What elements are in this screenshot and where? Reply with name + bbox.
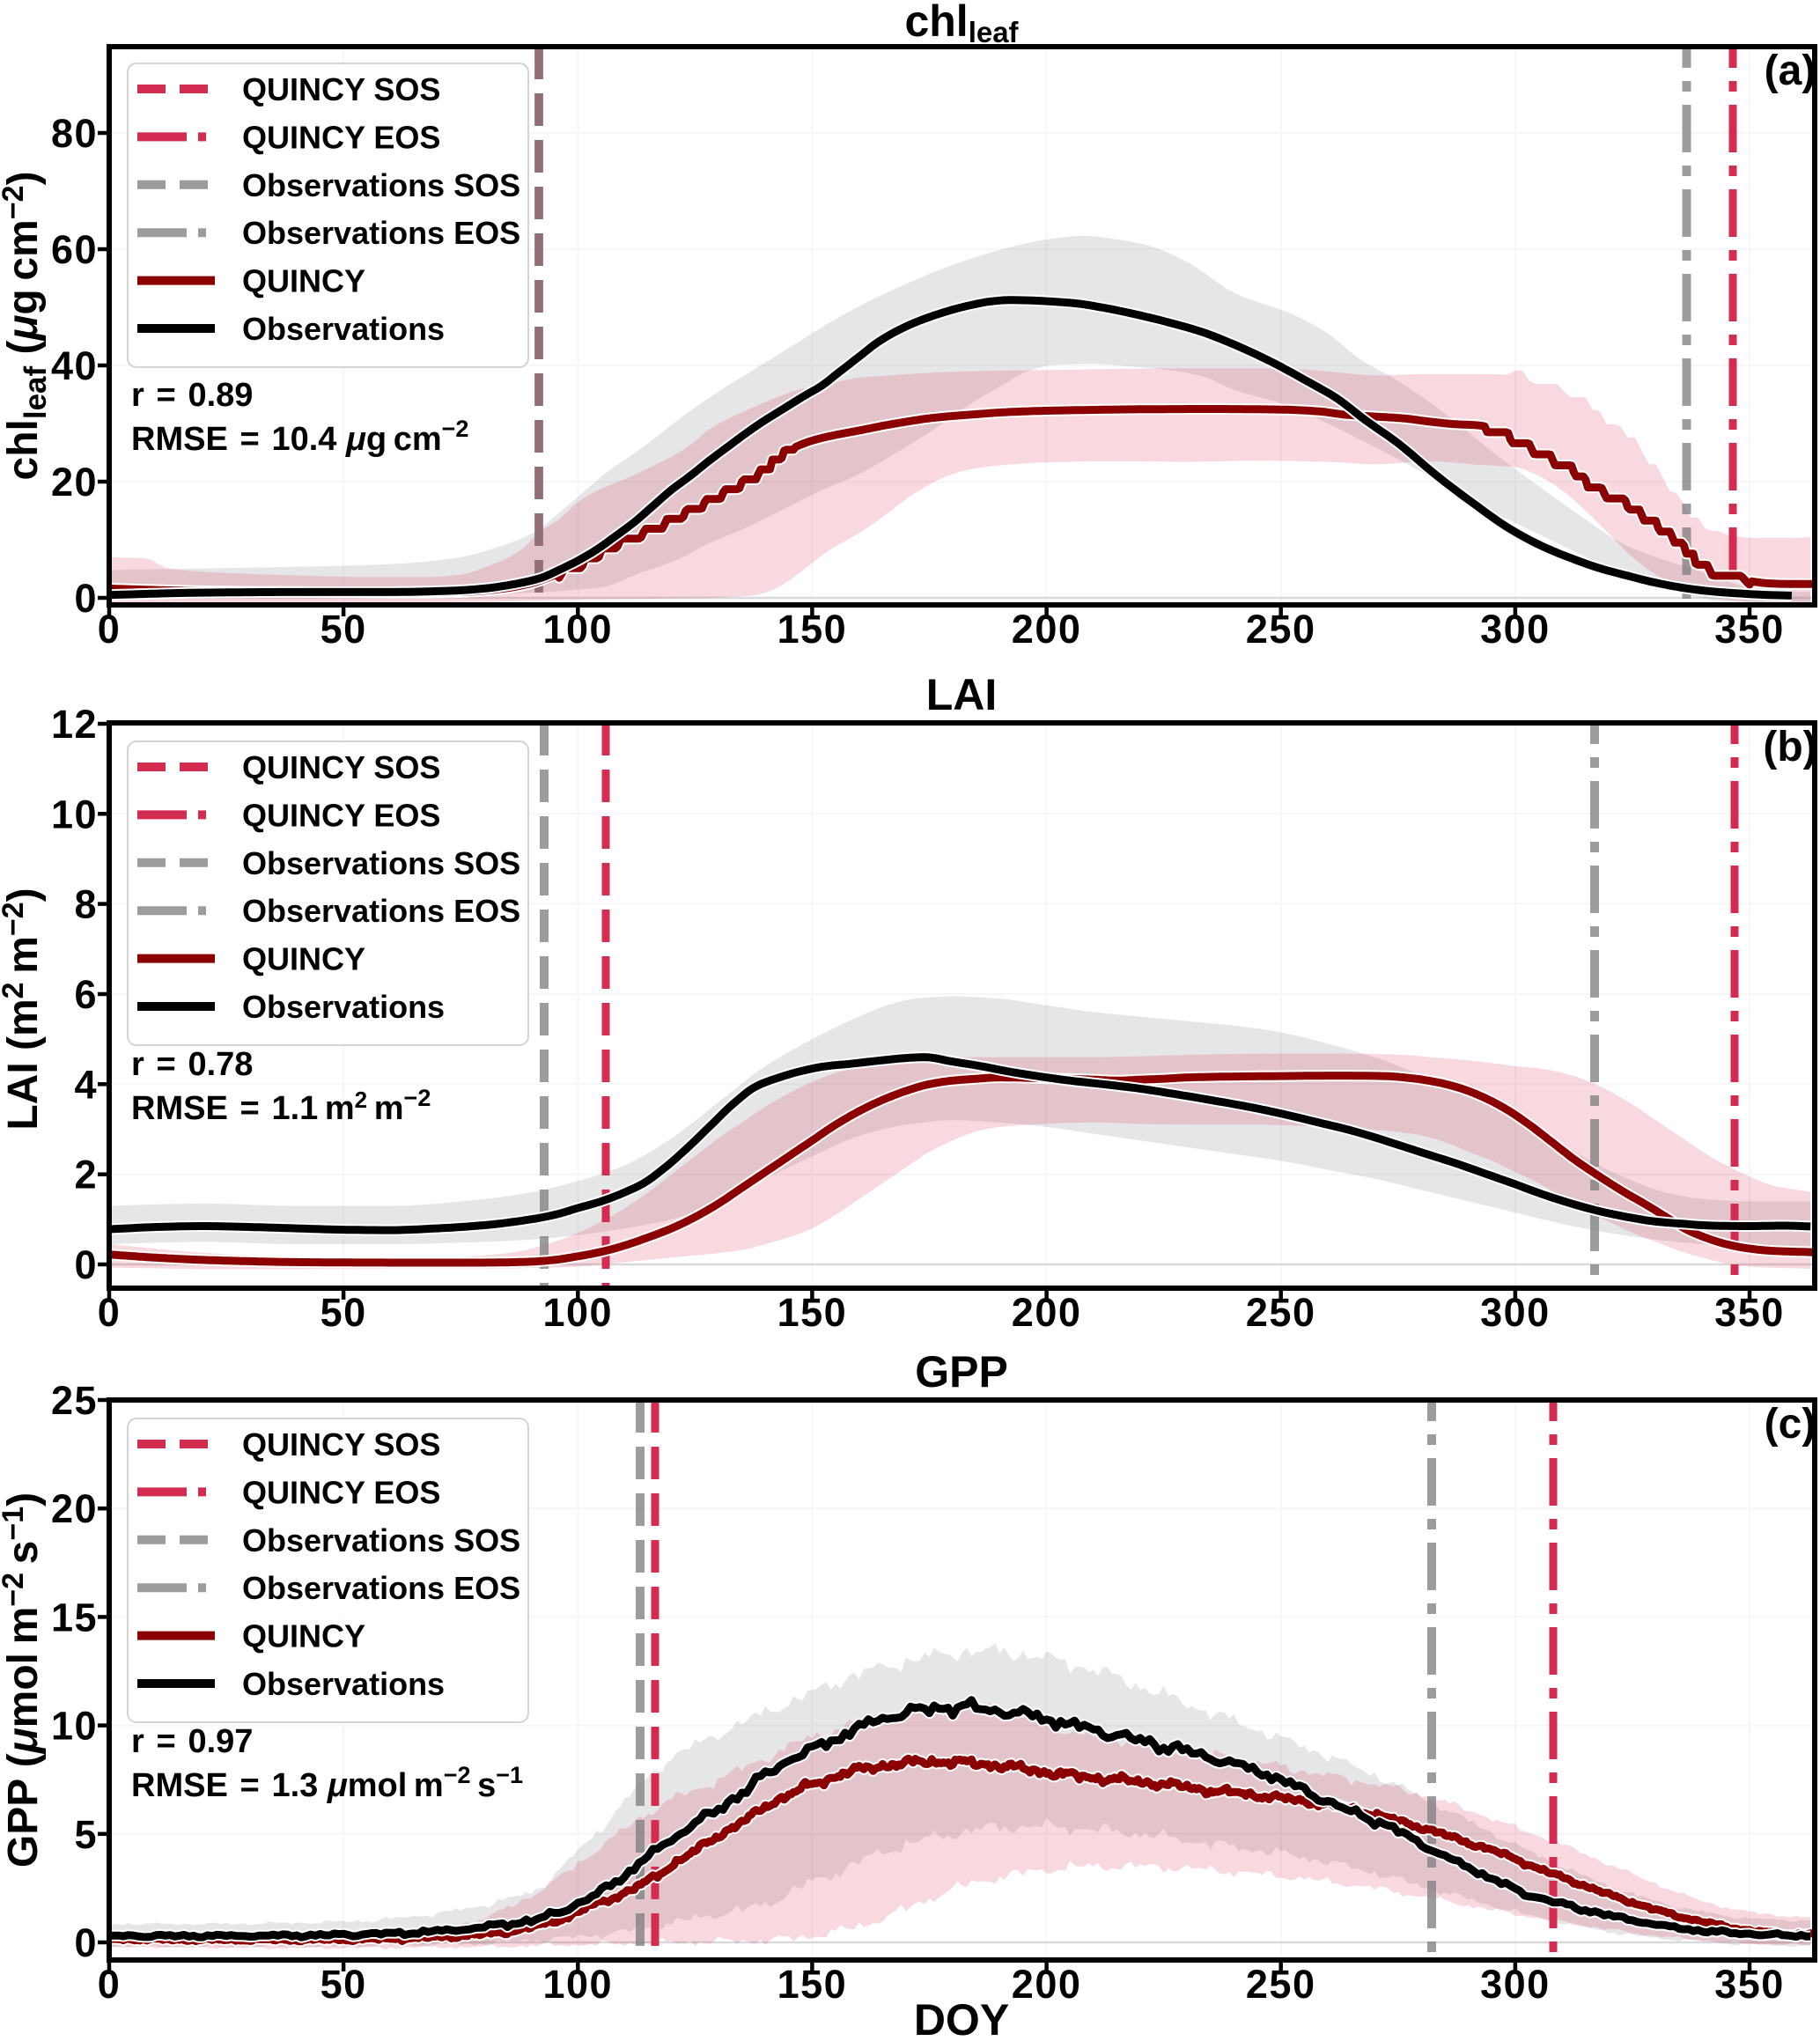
svg-text:150: 150 — [777, 1962, 848, 2007]
svg-text:20: 20 — [51, 1486, 98, 1531]
svg-text:QUINCY SOS: QUINCY SOS — [242, 1426, 440, 1463]
svg-text:100: 100 — [543, 607, 614, 652]
svg-text:GPP: GPP — [915, 1347, 1008, 1396]
svg-text:350: 350 — [1714, 1962, 1785, 2007]
svg-text:60: 60 — [51, 227, 98, 272]
svg-text:300: 300 — [1480, 1962, 1551, 2007]
svg-text:(b): (b) — [1763, 724, 1816, 770]
svg-text:Observations EOS: Observations EOS — [242, 215, 520, 251]
svg-text:Observations: Observations — [242, 311, 445, 347]
svg-text:0: 0 — [98, 607, 122, 652]
svg-text:0: 0 — [74, 576, 98, 621]
svg-text:QUINCY SOS: QUINCY SOS — [242, 71, 440, 107]
svg-text:4: 4 — [74, 1062, 98, 1107]
svg-text:Observations: Observations — [242, 989, 445, 1025]
svg-text:0: 0 — [74, 1920, 98, 1965]
svg-text:RMSE = 10.4 μg cm−2: RMSE = 10.4 μg cm−2 — [131, 416, 468, 458]
svg-text:chlleaf (μg cm−2): chlleaf (μg cm−2) — [0, 171, 53, 480]
svg-text:0: 0 — [74, 1242, 98, 1287]
svg-text:150: 150 — [777, 607, 848, 652]
svg-text:200: 200 — [1012, 607, 1082, 652]
svg-text:350: 350 — [1714, 607, 1785, 652]
svg-text:40: 40 — [51, 343, 98, 388]
svg-text:250: 250 — [1246, 607, 1316, 652]
svg-text:Observations SOS: Observations SOS — [242, 845, 520, 881]
svg-text:Observations SOS: Observations SOS — [242, 1522, 520, 1558]
svg-text:200: 200 — [1012, 1290, 1082, 1335]
svg-text:QUINCY: QUINCY — [242, 941, 365, 977]
svg-text:r = 0.97: r = 0.97 — [131, 1723, 253, 1760]
svg-text:80: 80 — [51, 111, 98, 156]
svg-text:QUINCY: QUINCY — [242, 1618, 365, 1654]
svg-text:Observations: Observations — [242, 1666, 445, 1702]
svg-text:100: 100 — [543, 1962, 614, 2007]
svg-text:50: 50 — [321, 607, 367, 652]
svg-text:200: 200 — [1012, 1962, 1082, 2007]
svg-text:(a): (a) — [1765, 48, 1816, 94]
svg-text:15: 15 — [51, 1595, 98, 1639]
svg-text:25: 25 — [51, 1378, 98, 1423]
svg-text:DOY: DOY — [914, 1995, 1009, 2041]
svg-text:LAI: LAI — [926, 670, 998, 719]
svg-text:300: 300 — [1480, 607, 1551, 652]
svg-text:QUINCY: QUINCY — [242, 263, 365, 299]
svg-text:20: 20 — [51, 460, 98, 505]
svg-text:10: 10 — [51, 792, 98, 836]
svg-text:QUINCY EOS: QUINCY EOS — [242, 119, 440, 155]
svg-text:50: 50 — [321, 1962, 367, 2007]
svg-text:0: 0 — [98, 1962, 122, 2007]
svg-text:12: 12 — [51, 702, 98, 747]
svg-text:r = 0.78: r = 0.78 — [131, 1046, 253, 1083]
svg-text:QUINCY EOS: QUINCY EOS — [242, 797, 440, 833]
svg-text:Observations SOS: Observations SOS — [242, 167, 520, 203]
svg-text:10: 10 — [51, 1704, 98, 1749]
svg-text:Observations EOS: Observations EOS — [242, 1570, 520, 1606]
svg-text:GPP (μmol m−2 s−1): GPP (μmol m−2 s−1) — [0, 1492, 47, 1868]
svg-text:8: 8 — [74, 882, 98, 927]
svg-text:QUINCY SOS: QUINCY SOS — [242, 749, 440, 785]
svg-text:50: 50 — [321, 1290, 367, 1335]
svg-text:(c): (c) — [1765, 1401, 1816, 1448]
svg-text:250: 250 — [1246, 1290, 1316, 1335]
svg-text:100: 100 — [543, 1290, 614, 1335]
svg-text:Observations EOS: Observations EOS — [242, 893, 520, 929]
svg-text:r = 0.89: r = 0.89 — [131, 377, 253, 414]
svg-text:RMSE = 1.3 μmol m−2 s−1: RMSE = 1.3 μmol m−2 s−1 — [131, 1762, 523, 1804]
svg-text:QUINCY EOS: QUINCY EOS — [242, 1474, 440, 1510]
svg-text:LAI (m2 m−2): LAI (m2 m−2) — [0, 888, 47, 1130]
svg-text:RMSE = 1.1 m2 m−2: RMSE = 1.1 m2 m−2 — [131, 1085, 431, 1127]
svg-text:5: 5 — [74, 1812, 98, 1857]
svg-text:6: 6 — [74, 972, 98, 1017]
svg-text:300: 300 — [1480, 1290, 1551, 1335]
svg-text:250: 250 — [1246, 1962, 1316, 2007]
svg-text:2: 2 — [74, 1153, 98, 1197]
svg-text:150: 150 — [777, 1290, 848, 1335]
svg-text:0: 0 — [98, 1290, 122, 1335]
svg-text:350: 350 — [1714, 1290, 1785, 1335]
